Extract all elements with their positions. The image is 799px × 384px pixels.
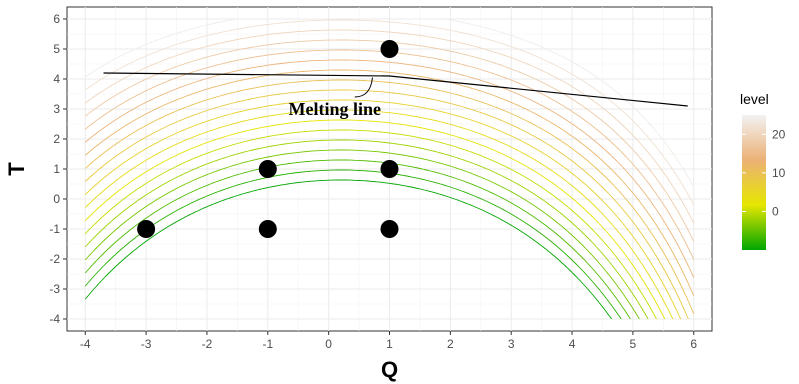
contour-line <box>84 119 666 320</box>
contour-line <box>84 179 612 320</box>
y-tick-label: 6 <box>53 12 60 26</box>
x-tick-label: 3 <box>508 337 515 351</box>
data-point <box>258 220 277 238</box>
data-point <box>137 220 156 238</box>
annotation-layer: Melting line <box>288 77 381 119</box>
x-tick-label: -1 <box>262 337 273 351</box>
data-point <box>380 160 399 178</box>
contour-line <box>84 169 622 320</box>
y-axis-title: T <box>4 162 29 176</box>
contour-line <box>85 69 695 296</box>
y-tick-label: -4 <box>49 312 60 326</box>
contour-line <box>84 49 695 260</box>
contour-line <box>84 129 657 320</box>
x-tick-label: 0 <box>325 337 332 351</box>
legend-label: 20 <box>772 127 786 141</box>
y-tick-label: 3 <box>53 102 60 116</box>
legend: level 20 10 0 <box>740 91 786 250</box>
legend-colorbar <box>742 115 766 250</box>
x-tick-label: 5 <box>630 337 637 351</box>
y-tick-label: 4 <box>53 72 60 86</box>
legend-label: 0 <box>772 204 779 218</box>
grid-lines <box>67 7 712 331</box>
contour-line <box>85 59 695 278</box>
x-axis-ticks: -4 -3 -2 -1 0 1 2 3 4 5 6 <box>80 331 697 351</box>
x-tick-label: -3 <box>141 337 152 351</box>
y-tick-label: -2 <box>49 252 60 266</box>
contour-line <box>85 39 695 242</box>
y-tick-label: -1 <box>49 222 60 236</box>
data-point <box>258 160 277 178</box>
contour-line <box>85 29 695 224</box>
data-point <box>380 220 399 238</box>
melting-line-label: Melting line <box>288 99 381 119</box>
contour-line <box>84 109 674 320</box>
y-tick-label: 1 <box>53 162 60 176</box>
data-point <box>380 40 399 58</box>
x-tick-label: -4 <box>80 337 91 351</box>
contour-line <box>84 159 631 320</box>
contour-lines <box>84 18 695 320</box>
y-tick-label: 2 <box>53 132 60 146</box>
x-axis-title: Q <box>381 357 398 382</box>
contour-line <box>84 99 682 320</box>
melting-line <box>103 72 688 107</box>
contour-line <box>84 79 695 314</box>
melting-line-connector <box>354 77 373 98</box>
x-tick-label: 2 <box>447 337 454 351</box>
x-tick-label: 1 <box>386 337 393 351</box>
x-tick-label: 6 <box>690 337 697 351</box>
contour-line <box>85 18 695 188</box>
x-tick-label: -2 <box>202 337 213 351</box>
y-tick-label: 0 <box>53 192 60 206</box>
legend-title: level <box>740 91 769 107</box>
y-tick-label: 5 <box>53 42 60 56</box>
y-tick-label: -3 <box>49 282 60 296</box>
contour-line <box>84 149 640 320</box>
contour-line <box>84 89 689 320</box>
contour-line <box>85 19 695 206</box>
melting-line-layer <box>103 72 688 107</box>
data-points <box>137 40 399 238</box>
contour-line <box>84 139 649 320</box>
legend-label: 10 <box>772 166 786 180</box>
x-tick-label: 4 <box>569 337 576 351</box>
y-axis-ticks: -4 -3 -2 -1 0 1 2 3 4 5 6 <box>49 12 67 326</box>
